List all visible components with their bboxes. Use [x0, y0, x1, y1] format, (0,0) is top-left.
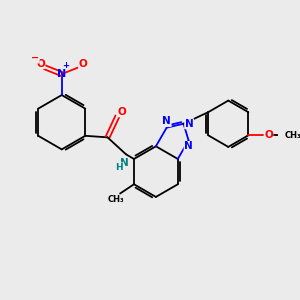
Text: O: O: [79, 58, 87, 69]
Text: N: N: [162, 116, 171, 127]
Text: N: N: [120, 158, 129, 168]
Text: CH₃: CH₃: [108, 195, 125, 204]
Text: O: O: [36, 58, 45, 69]
Text: N: N: [57, 69, 66, 79]
Text: O: O: [264, 130, 273, 140]
Text: N: N: [185, 119, 194, 129]
Text: −: −: [31, 53, 39, 63]
Text: +: +: [62, 61, 69, 70]
Text: O: O: [117, 107, 126, 117]
Text: H: H: [115, 163, 122, 172]
Text: N: N: [184, 142, 193, 152]
Text: CH₃: CH₃: [284, 131, 300, 140]
